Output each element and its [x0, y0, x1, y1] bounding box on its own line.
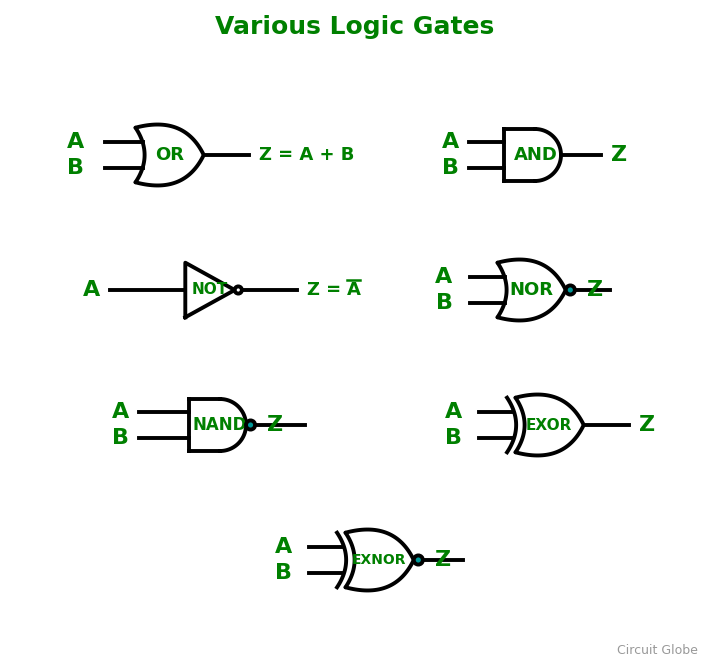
Text: NOR: NOR — [509, 281, 553, 299]
Circle shape — [235, 287, 242, 293]
Text: A: A — [112, 402, 129, 422]
Text: A: A — [442, 132, 459, 152]
Text: Z: Z — [435, 550, 451, 570]
Text: AND: AND — [514, 146, 558, 164]
Text: Z = A + B: Z = A + B — [259, 146, 354, 164]
Text: A: A — [445, 402, 462, 422]
Text: Z: Z — [611, 145, 627, 165]
Circle shape — [566, 285, 575, 295]
Text: A: A — [435, 267, 452, 287]
Text: B: B — [445, 428, 462, 448]
Text: B: B — [112, 428, 129, 448]
Text: NOT: NOT — [192, 283, 228, 297]
Circle shape — [246, 420, 255, 430]
Text: B: B — [275, 563, 292, 583]
Text: OR: OR — [155, 146, 184, 164]
Text: Z: Z — [587, 280, 603, 300]
Text: Z =: Z = — [307, 281, 347, 299]
Text: EXOR: EXOR — [526, 418, 572, 432]
Text: Z: Z — [267, 415, 283, 435]
Text: Z: Z — [638, 415, 655, 435]
Text: B: B — [436, 293, 452, 313]
Circle shape — [414, 555, 423, 565]
Text: EXNOR: EXNOR — [352, 553, 407, 567]
Text: NAND: NAND — [193, 416, 247, 434]
Text: A: A — [67, 132, 84, 152]
Text: Various Logic Gates: Various Logic Gates — [215, 15, 495, 39]
Text: A: A — [274, 537, 292, 557]
Text: B: B — [68, 158, 84, 178]
Text: A: A — [83, 280, 100, 300]
Text: Circuit Globe: Circuit Globe — [617, 644, 698, 657]
Text: A: A — [347, 281, 360, 299]
Text: B: B — [442, 158, 459, 178]
